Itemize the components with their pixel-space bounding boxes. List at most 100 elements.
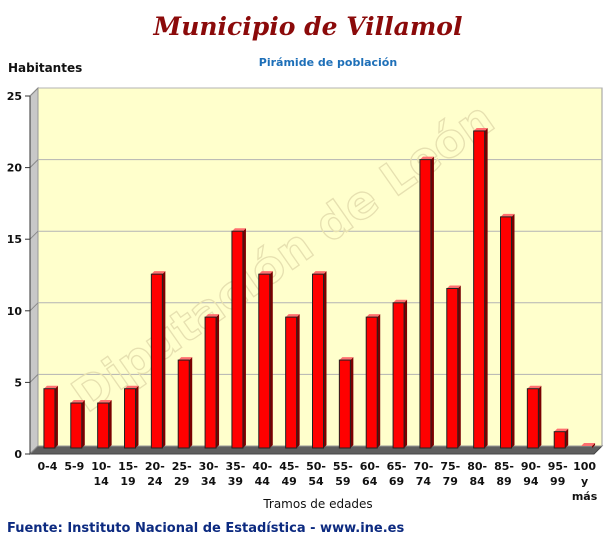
x-tick-label: 35- [225,460,245,473]
y-tick-label: 15 [7,233,22,246]
bar-front [43,388,56,449]
bar-top [500,213,515,217]
x-tick-label: 29 [174,475,189,488]
y-tick-label: 20 [7,162,23,175]
bar [419,156,434,449]
bar [43,385,58,449]
chart-subtitle: Pirámide de población [258,56,398,69]
bar-front [392,302,405,449]
bar [446,285,461,449]
x-tick-label: 10- [91,460,111,473]
bar-front [97,402,110,449]
x-tick-label: 59 [335,475,350,488]
x-tick-label: 50- [306,460,326,473]
bar-top [393,299,408,303]
bar-side [242,228,246,448]
x-tick-label: 60- [360,460,380,473]
bar [553,428,569,449]
source-note: Fuente: Instituto Nacional de Estadístic… [7,521,405,536]
x-tick-label: y [581,475,588,488]
bar-top [554,428,569,432]
x-tick-label: 64 [362,475,378,488]
bar [526,385,542,449]
bar-front [258,273,271,449]
x-tick-label: 25- [172,460,192,473]
x-tick-label: 20- [145,460,165,473]
x-tick-label: 80- [467,460,487,473]
gridline-wall [29,374,39,383]
x-tick-label: 65- [387,460,407,473]
bar-front [70,402,83,449]
x-tick-label: 39 [228,475,243,488]
bar-top [205,314,220,318]
bar-top [231,228,246,232]
bar-side [216,314,220,448]
bar-side [430,156,434,448]
bar [473,127,488,449]
bar-side [269,271,273,448]
bar-top [339,357,354,361]
x-tick-label: 89 [496,475,511,488]
x-tick-label: más [572,490,598,503]
x-tick-label: 49 [281,475,296,488]
bar-front [500,216,512,449]
bar-top [124,385,139,389]
bar-front [124,388,136,449]
y-axis-label: Habitantes [8,61,83,75]
bar-top [178,357,193,361]
bar [231,228,246,449]
bar-side [592,443,596,448]
bar-side [350,357,354,448]
y-tick-label: 5 [14,376,22,389]
x-tick-label: 14 [93,475,109,488]
x-tick-label: 45- [279,460,299,473]
bar-side [511,213,515,448]
gridline-wall [29,230,39,240]
bar-side [377,314,381,448]
bar-front [473,130,486,449]
x-tick-label: 54 [308,475,324,488]
bar-side [404,299,408,448]
bar-front [231,230,244,449]
bar [312,271,327,449]
x-tick-label: 99 [550,475,565,488]
x-tick-label: 70- [413,460,433,473]
bar-front [446,287,459,449]
x-tick-label: 44 [255,475,271,488]
y-tick-label: 0 [14,448,22,461]
bar [258,271,273,449]
bar-top [446,285,461,289]
bar-front [312,273,324,449]
x-tick-label: 15- [118,460,138,473]
x-tick-label: 90- [521,460,541,473]
x-tick-label: 30- [199,460,219,473]
bar [97,400,112,449]
x-tick-label: 55- [333,460,353,473]
x-tick-label: 24 [147,475,163,488]
bar-top [419,156,434,160]
x-tick-label: 84 [469,475,485,488]
bar-front [204,316,217,449]
bar-side [108,400,112,448]
bar-front [365,316,378,449]
bar [581,443,596,448]
bar-front [338,359,351,449]
bar-top [43,385,58,389]
bar-side [484,127,488,449]
chart-title: Municipio de Villamol [153,12,463,41]
bar [177,357,193,449]
bar-top [70,400,85,404]
bar-top [366,314,381,318]
bar-side [135,385,139,448]
bar-top [312,271,327,275]
x-tick-label: 74 [416,475,432,488]
x-tick-label: 79 [443,475,458,488]
y-tick-label: 10 [7,305,23,318]
x-tick-label: 69 [389,475,404,488]
gridline-wall [29,445,39,455]
bar-side [54,385,58,448]
x-tick-label: 40- [252,460,272,473]
x-tick-label: 94 [523,475,539,488]
bar [365,314,381,449]
